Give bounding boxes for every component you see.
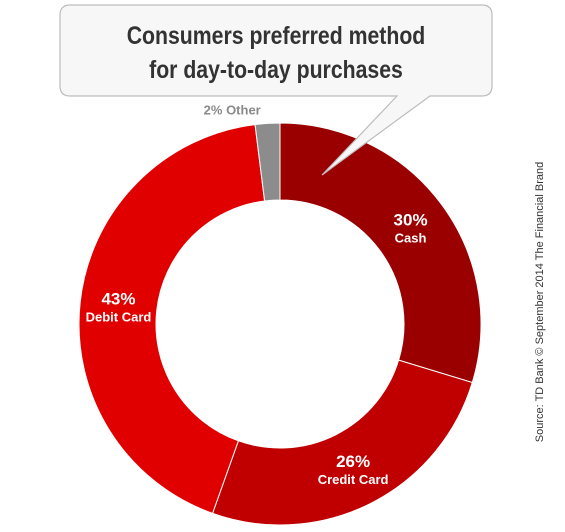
slice-debit-card xyxy=(78,123,266,514)
slice-other xyxy=(254,122,281,202)
slice-value-debit-card: 43% xyxy=(101,289,135,308)
donut-slices xyxy=(78,122,482,526)
title-callout-box xyxy=(59,4,493,176)
slice-value-credit-card: 26% xyxy=(336,452,370,471)
slice-label-other: 2% Other xyxy=(204,102,261,117)
slice-value-cash: 30% xyxy=(394,210,428,229)
chart-title-line-2: for day-to-day purchases xyxy=(149,55,403,83)
chart-title-line-1: Consumers preferred method xyxy=(127,21,426,49)
slice-category-credit-card: Credit Card xyxy=(318,472,389,487)
slice-category-debit-card: Debit Card xyxy=(86,309,152,324)
slice-cash xyxy=(279,122,482,384)
slice-labels: 30%Cash 26%Credit Card 43%Debit Card 2% Oth… xyxy=(86,102,428,487)
slice-category-cash: Cash xyxy=(395,230,427,245)
slice-credit-card xyxy=(211,359,473,526)
source-note: Source: TD Bank © September 2014 The Fin… xyxy=(534,162,546,442)
